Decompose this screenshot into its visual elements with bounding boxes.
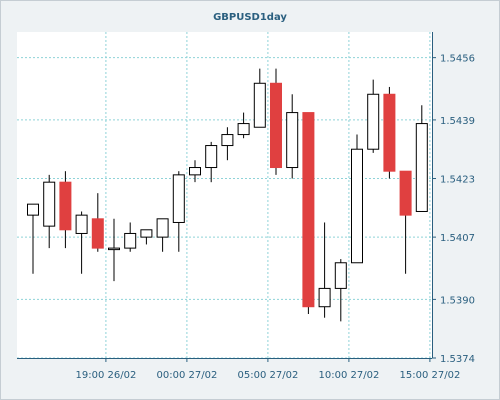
candle-body <box>43 181 56 227</box>
candle <box>91 193 104 252</box>
candle <box>27 203 39 274</box>
candle <box>189 160 201 183</box>
y-tick-label: 1.5423 <box>440 175 475 186</box>
candle <box>415 105 428 212</box>
candle-body <box>334 262 347 289</box>
candle <box>237 112 250 139</box>
candle <box>318 222 331 318</box>
candle-body <box>59 181 72 231</box>
y-tick-label: 1.5439 <box>440 116 475 127</box>
candle <box>221 127 234 161</box>
candle-body <box>221 134 234 147</box>
candle <box>399 170 412 274</box>
candle <box>140 229 153 245</box>
candle-body <box>189 167 201 176</box>
candle-body <box>172 174 185 223</box>
x-tick-label: 15:00 27/02 <box>399 370 460 381</box>
candle <box>108 218 120 282</box>
candle-body <box>108 247 120 251</box>
candle <box>367 79 380 153</box>
candle-body <box>367 93 380 150</box>
y-tick-label: 1.5374 <box>440 354 475 365</box>
x-tick-label: 10:00 27/02 <box>318 370 379 381</box>
x-tick-label: 00:00 27/02 <box>156 370 217 381</box>
y-tick-label: 1.5390 <box>440 295 475 306</box>
chart-title: GBPUSD1day <box>213 12 287 23</box>
candle-body <box>383 93 396 172</box>
candle-body <box>302 112 315 308</box>
candle <box>286 94 299 179</box>
candle <box>383 86 396 179</box>
candle <box>156 218 169 252</box>
candle <box>351 134 363 264</box>
candle-body <box>286 112 299 169</box>
candle <box>124 222 137 252</box>
candle-body <box>27 203 39 216</box>
candle <box>75 211 88 274</box>
candles <box>27 68 428 322</box>
candle-body <box>415 123 428 212</box>
candle <box>172 171 185 252</box>
candle-body <box>205 145 218 169</box>
candle <box>302 112 315 315</box>
candle-body <box>270 82 282 169</box>
candle <box>59 171 72 249</box>
candle-body <box>75 214 88 234</box>
candle-body <box>156 218 169 238</box>
x-tick-label: 05:00 27/02 <box>237 370 298 381</box>
candle-body <box>351 148 363 264</box>
candle-body <box>91 218 104 249</box>
candle <box>270 68 282 175</box>
candle-body <box>399 170 412 216</box>
candle-body <box>318 287 331 308</box>
candle-body <box>140 229 153 238</box>
candle-body <box>124 232 137 249</box>
x-tick-label: 19:00 26/02 <box>75 370 136 381</box>
plot-area <box>17 32 432 358</box>
candle <box>205 141 218 183</box>
axes: 1.5456 1.5439 1.5423 1.5407 1.5390 1.5374 19:0… <box>17 32 475 381</box>
candle <box>43 174 56 249</box>
candle <box>253 68 266 128</box>
candle <box>334 259 347 322</box>
candle-body <box>237 123 250 136</box>
y-tick-label: 1.5456 <box>440 54 475 65</box>
candle-body <box>253 82 266 128</box>
y-tick-label: 1.5407 <box>440 233 475 244</box>
